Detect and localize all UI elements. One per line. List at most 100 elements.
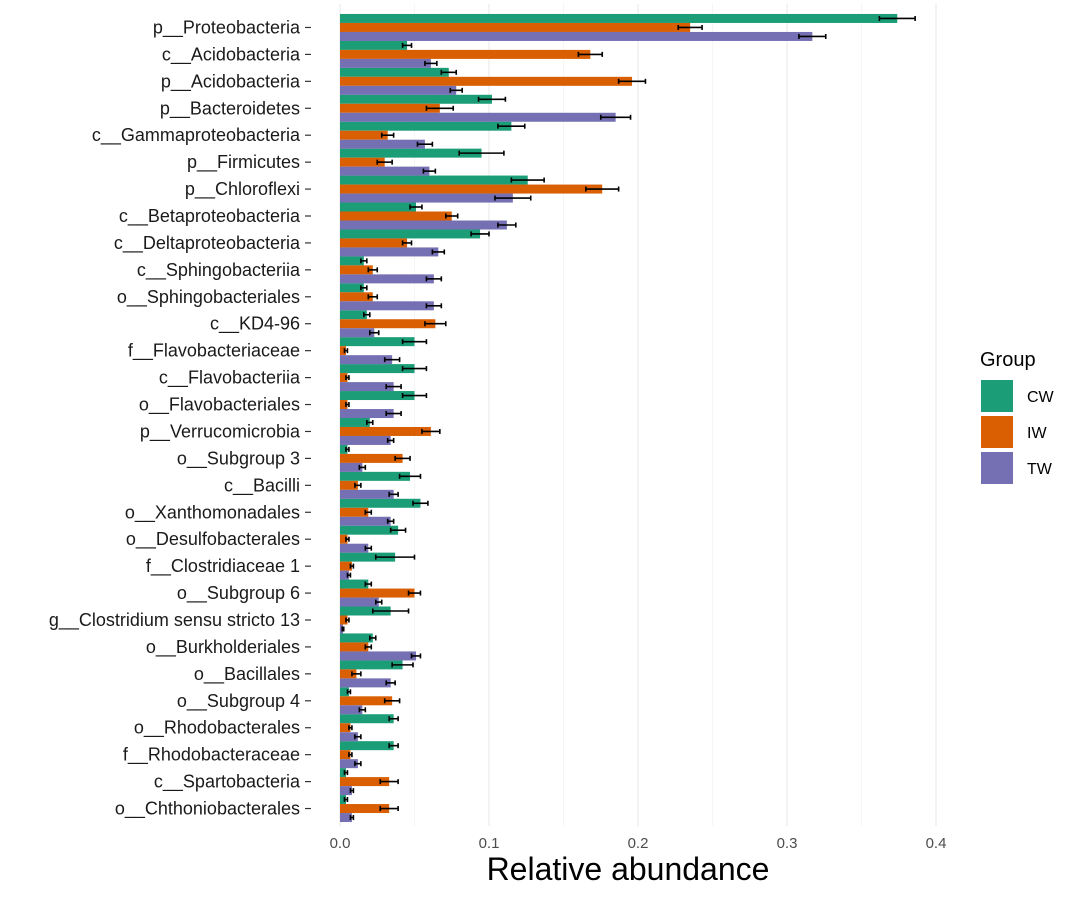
bar-cw xyxy=(340,525,399,535)
error-bar xyxy=(470,231,490,237)
bar-tw xyxy=(340,328,375,338)
legend: Group CW IW TW xyxy=(980,349,1055,484)
bar-cw xyxy=(340,175,528,185)
error-bar xyxy=(577,51,604,57)
bar-iw xyxy=(340,265,373,275)
category-label: g__Clostridium sensu stricto 13 xyxy=(49,610,300,631)
category-label: o__Burkholderiales xyxy=(146,637,300,658)
category-label: f__Rhodobacteraceae xyxy=(123,745,300,766)
bar-tw xyxy=(340,543,369,553)
bar-iw xyxy=(340,777,390,787)
x-tick-labels: 0.0 0.1 0.2 0.3 0.4 xyxy=(330,835,947,852)
error-bar xyxy=(425,303,443,309)
error-bar xyxy=(345,446,350,452)
bar-tw xyxy=(340,274,434,284)
category-label: o__Desulfobacterales xyxy=(126,529,300,550)
category-label: c__Spartobacteria xyxy=(154,772,301,793)
error-bar xyxy=(401,42,413,48)
error-bar xyxy=(401,339,428,345)
bar-tw xyxy=(340,651,416,661)
error-bar xyxy=(497,222,517,228)
error-bar xyxy=(348,752,353,758)
bar-cw xyxy=(340,741,394,751)
bar-cw xyxy=(340,471,411,481)
bar-iw xyxy=(340,319,436,329)
category-label: c__Acidobacteria xyxy=(162,44,301,65)
error-bar xyxy=(371,608,410,614)
error-bar xyxy=(386,437,395,443)
error-bar xyxy=(368,635,377,641)
error-bar xyxy=(363,312,371,318)
category-label: c__Deltaproteobacteria xyxy=(114,233,301,254)
error-bar xyxy=(677,24,703,30)
error-bar xyxy=(364,545,373,551)
x-tick-label: 0.1 xyxy=(479,835,500,852)
bar-cw xyxy=(340,364,415,374)
bar-iw xyxy=(340,507,369,517)
error-bar xyxy=(494,195,532,201)
legend-swatch xyxy=(981,416,1013,448)
category-labels: p__Proteobacteria c__Acidobacteria p__Acid… xyxy=(49,17,311,820)
bar-iw xyxy=(340,373,348,383)
error-bar xyxy=(364,644,373,650)
bar-tw xyxy=(340,301,434,311)
error-bar xyxy=(388,743,399,749)
bar-tw xyxy=(340,112,616,122)
bar-iw xyxy=(340,211,452,221)
bar-iw xyxy=(340,184,603,194)
bar-cw xyxy=(340,310,367,320)
category-label: c__Flavobacteriia xyxy=(159,368,301,389)
error-bar xyxy=(368,330,380,336)
bar-iw xyxy=(340,696,393,706)
legend-item-iw: IW xyxy=(981,416,1047,448)
bar-tw xyxy=(340,355,393,365)
bar-iw xyxy=(340,49,591,59)
error-bar xyxy=(354,734,362,740)
error-bar xyxy=(360,258,368,264)
bar-iw xyxy=(340,103,440,113)
error-bar xyxy=(421,428,441,434)
error-bar xyxy=(412,500,429,506)
error-bar xyxy=(349,815,355,821)
error-bar xyxy=(341,626,345,632)
bar-tw xyxy=(340,786,352,796)
error-bar xyxy=(383,698,401,704)
category-label: c__Bacilli xyxy=(224,475,300,496)
error-bar xyxy=(346,572,352,578)
error-bar xyxy=(510,177,545,183)
bar-tw xyxy=(340,759,358,769)
category-label: p__Firmicutes xyxy=(187,152,300,173)
error-bar xyxy=(401,366,428,372)
legend-label: IW xyxy=(1027,425,1047,442)
bar-tw xyxy=(340,58,431,68)
error-bars xyxy=(341,15,916,821)
error-bar xyxy=(385,680,396,686)
category-label: o__Bacillales xyxy=(194,664,300,685)
error-bar xyxy=(364,509,373,515)
category-label: o__Sphingobacteriales xyxy=(117,287,300,308)
error-bar xyxy=(617,78,647,84)
error-bar xyxy=(354,482,362,488)
category-label: p__Bacteroidetes xyxy=(160,98,300,119)
category-label: o__Xanthomonadales xyxy=(125,502,300,523)
bar-iw xyxy=(340,292,373,302)
error-bar xyxy=(345,402,350,408)
category-label: p__Verrucomicrobia xyxy=(140,421,301,442)
x-tick-label: 0.3 xyxy=(777,835,798,852)
bar-cw xyxy=(340,768,346,778)
bar-tw xyxy=(340,462,363,472)
bar-cw xyxy=(340,337,415,347)
bar-tw xyxy=(340,570,349,580)
x-tick-label: 0.0 xyxy=(330,835,351,852)
error-bar xyxy=(409,204,423,210)
bar-iw xyxy=(340,804,390,814)
error-bar xyxy=(401,240,413,246)
bar-cw xyxy=(340,229,481,239)
error-bar xyxy=(366,419,374,425)
legend-title: Group xyxy=(980,349,1036,371)
error-bar xyxy=(379,779,399,785)
bar-tw xyxy=(340,166,430,176)
bar-iw xyxy=(340,76,633,86)
legend-item-tw: TW xyxy=(981,452,1053,484)
error-bar xyxy=(346,689,352,695)
